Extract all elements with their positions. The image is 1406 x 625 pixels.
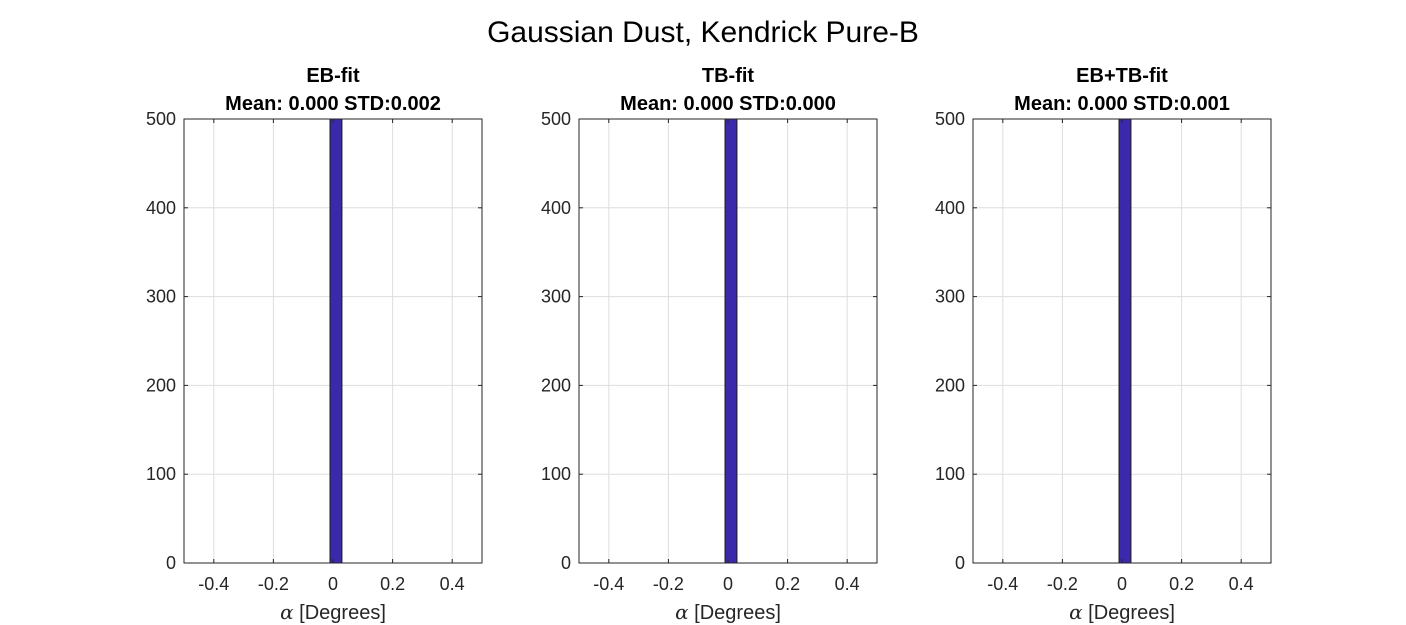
- x-tick-label: 0.4: [835, 574, 860, 594]
- x-axis-label: α [Degrees]: [280, 600, 386, 624]
- y-tick-label: 200: [935, 375, 965, 395]
- x-tick-label: 0.2: [380, 574, 405, 594]
- x-axis-unit: [Degrees]: [1083, 602, 1175, 624]
- histogram-bar: [724, 118, 738, 564]
- x-tick-label: 0.2: [775, 574, 800, 594]
- x-tick-label: -0.2: [258, 574, 289, 594]
- x-axis-unit: [Degrees]: [689, 602, 781, 624]
- y-tick-label: 300: [146, 287, 176, 307]
- y-tick-label: 100: [146, 464, 176, 484]
- panel-title: TB-fit Mean: 0.000 STD:0.000: [620, 65, 836, 115]
- y-tick-label: 0: [561, 553, 571, 573]
- panel-title-name: EB-fit: [306, 65, 360, 87]
- x-tick-label: 0.4: [440, 574, 465, 594]
- y-tick-label: 400: [935, 198, 965, 218]
- panel-title: EB-fit Mean: 0.000 STD:0.002: [225, 65, 441, 115]
- y-tick-label: 100: [541, 464, 571, 484]
- alpha-symbol: α: [675, 600, 689, 624]
- x-tick-label: 0: [328, 574, 338, 594]
- figure-title: Gaussian Dust, Kendrick Pure-B: [487, 16, 919, 49]
- x-tick-label: 0: [723, 574, 733, 594]
- panel-title-stats: Mean: 0.000 STD:0.000: [620, 93, 836, 115]
- histogram-bar: [329, 118, 343, 564]
- x-axis-label: α [Degrees]: [1069, 600, 1175, 624]
- y-tick-label: 400: [146, 198, 176, 218]
- panel-title-stats: Mean: 0.000 STD:0.002: [225, 93, 441, 115]
- y-tick-label: 0: [955, 553, 965, 573]
- y-tick-label: 300: [935, 287, 965, 307]
- panel-2: TB-fit Mean: 0.000 STD:0.000 -0.4 -0.2 0 0.2 0…: [541, 65, 878, 624]
- panel-title-stats: Mean: 0.000 STD:0.001: [1014, 93, 1230, 115]
- alpha-symbol: α: [280, 600, 294, 624]
- y-tick-label: 500: [935, 109, 965, 129]
- alpha-symbol: α: [1069, 600, 1083, 624]
- x-tick-label: -0.2: [653, 574, 684, 594]
- panel-title-name: TB-fit: [702, 65, 755, 87]
- panel-1: EB-fit Mean: 0.000 STD:0.002 -0.4 -0.2 0 0.2 0…: [146, 65, 483, 624]
- x-tick-label: -0.4: [198, 574, 229, 594]
- panel-3: EB+TB-fit Mean: 0.000 STD:0.001 -0.4 -0.2 0 0…: [935, 65, 1272, 624]
- panels: EB-fit Mean: 0.000 STD:0.002 -0.4 -0.2 0 0.2 0…: [146, 65, 1272, 624]
- x-axis-unit: [Degrees]: [294, 602, 386, 624]
- y-tick-label: 200: [146, 375, 176, 395]
- y-tick-label: 300: [541, 287, 571, 307]
- y-tick-label: 0: [166, 553, 176, 573]
- x-tick-label: -0.4: [593, 574, 624, 594]
- y-tick-label: 100: [935, 464, 965, 484]
- y-tick-label: 500: [146, 109, 176, 129]
- histogram-bar: [1118, 118, 1132, 564]
- x-tick-label: -0.4: [987, 574, 1018, 594]
- y-tick-label: 200: [541, 375, 571, 395]
- panel-title: EB+TB-fit Mean: 0.000 STD:0.001: [1014, 65, 1230, 115]
- panel-title-name: EB+TB-fit: [1076, 65, 1168, 87]
- x-tick-label: -0.2: [1047, 574, 1078, 594]
- x-tick-label: 0: [1117, 574, 1127, 594]
- y-tick-label: 500: [541, 109, 571, 129]
- x-tick-label: 0.2: [1169, 574, 1194, 594]
- x-axis-label: α [Degrees]: [675, 600, 781, 624]
- y-tick-label: 400: [541, 198, 571, 218]
- x-tick-label: 0.4: [1229, 574, 1254, 594]
